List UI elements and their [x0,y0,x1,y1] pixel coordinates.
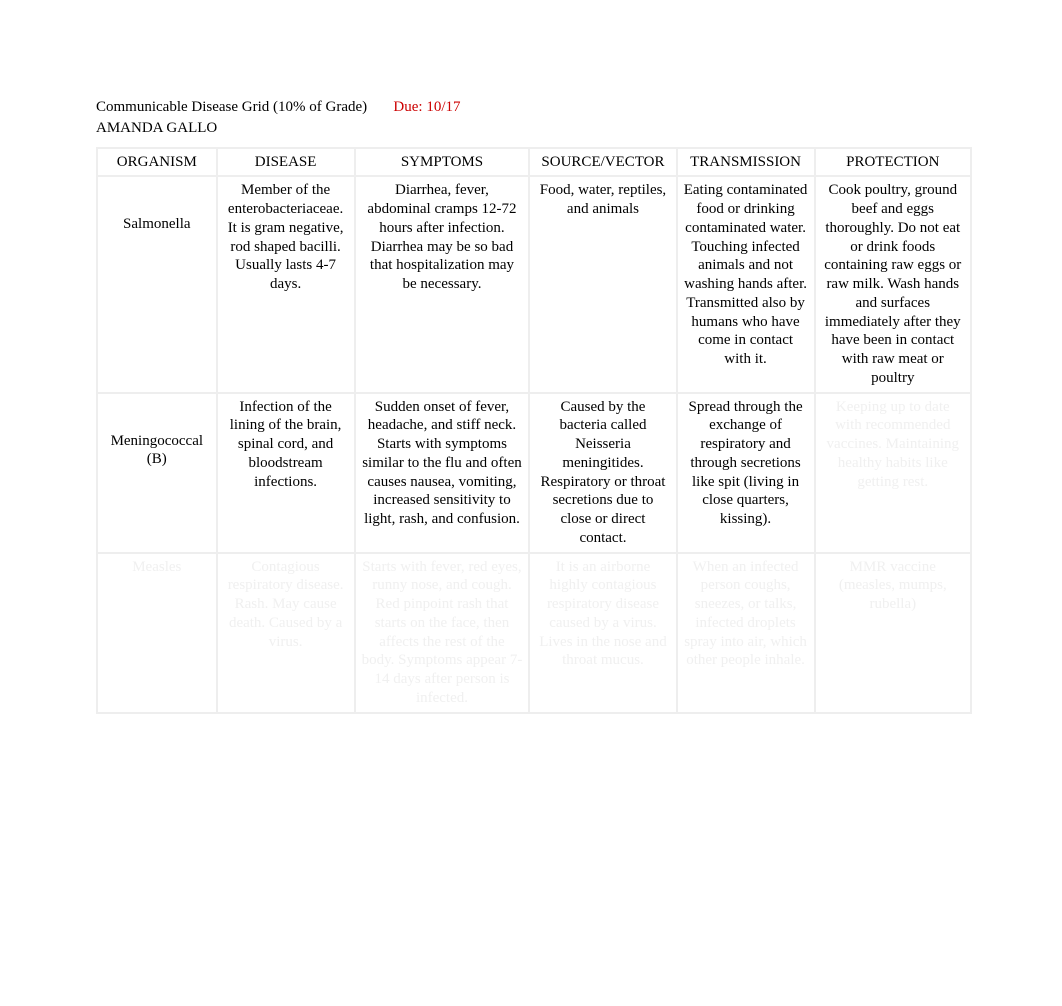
header-symptoms: SYMPTOMS [355,148,530,177]
table-row: Salmonella Member of the enterobacteriac… [97,176,971,392]
cell-symptoms: Sudden onset of fever, headache, and sti… [355,393,530,553]
cell-disease: Member of the enterobacteriaceae. It is … [217,176,355,392]
cell-transmission: Spread through the exchange of respirato… [677,393,815,553]
document-header: Communicable Disease Grid (10% of Grade)… [96,98,972,137]
table-row: Measles Contagious respiratory disease. … [97,553,971,713]
author-name: AMANDA GALLO [96,120,972,137]
cell-organism: Measles [97,553,217,713]
due-date: Due: 10/17 [393,99,460,115]
disease-grid-table: ORGANISM DISEASE SYMPTOMS SOURCE/VECTOR … [96,147,972,714]
title-text: Communicable Disease Grid (10% of Grade) [96,99,367,115]
cell-transmission: When an infected person coughs, sneezes,… [677,553,815,713]
header-source: SOURCE/VECTOR [529,148,676,177]
cell-disease: Infection of the lining of the brain, sp… [217,393,355,553]
header-disease: DISEASE [217,148,355,177]
table-header-row: ORGANISM DISEASE SYMPTOMS SOURCE/VECTOR … [97,148,971,177]
cell-disease: Contagious respiratory disease. Rash. Ma… [217,553,355,713]
title-line: Communicable Disease Grid (10% of Grade)… [96,98,972,118]
cell-organism: Salmonella [97,176,217,392]
cell-symptoms: Starts with fever, red eyes, runny nose,… [355,553,530,713]
table-row: Meningococcal (B) Infection of the linin… [97,393,971,553]
header-protection: PROTECTION [815,148,971,177]
cell-source: It is an airborne highly contagious resp… [529,553,676,713]
cell-source: Caused by the bacteria called Neisseria … [529,393,676,553]
cell-symptoms: Diarrhea, fever, abdominal cramps 12-72 … [355,176,530,392]
header-organism: ORGANISM [97,148,217,177]
cell-protection: MMR vaccine (measles, mumps, rubella) [815,553,971,713]
cell-protection: Keeping up to date with recommended vacc… [815,393,971,553]
cell-protection: Cook poultry, ground beef and eggs thoro… [815,176,971,392]
cell-transmission: Eating contaminated food or drinking con… [677,176,815,392]
cell-source: Food, water, reptiles, and animals [529,176,676,392]
header-transmission: TRANSMISSION [677,148,815,177]
cell-organism: Meningococcal (B) [97,393,217,553]
